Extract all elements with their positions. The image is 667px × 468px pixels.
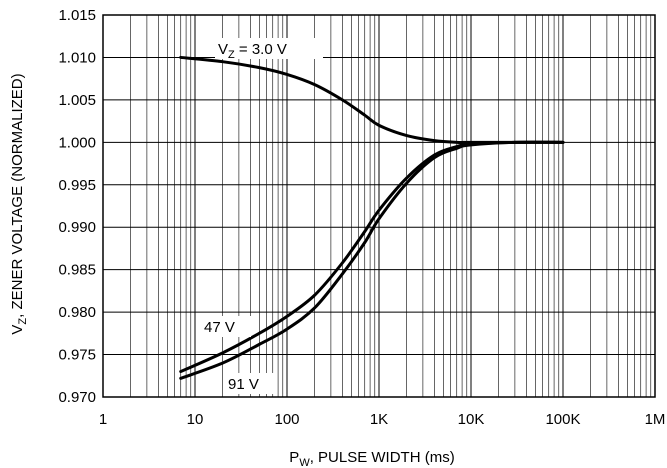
label-backdrop: [215, 38, 323, 59]
x-tick-label: 10: [187, 411, 204, 428]
x-tick-label: 1: [99, 411, 107, 428]
y-tick-label: 1.005: [58, 92, 96, 109]
plot-curves: [179, 55, 565, 380]
x-axis-title: PW, PULSE WIDTH (ms): [289, 449, 454, 468]
curve-47v: [179, 140, 565, 374]
label-vz-3v: VZ = 3.0 V: [218, 41, 287, 61]
y-tick-label: 1.000: [58, 134, 96, 151]
curve-vz-3v: [179, 55, 565, 144]
label-47v: 47 V: [204, 319, 235, 336]
y-tick-label: 0.980: [58, 304, 96, 321]
y-tick-label: 1.010: [58, 49, 96, 66]
y-tick-label: 0.975: [58, 347, 96, 364]
curve-labels: VZ = 3.0 V 47 V 91 V: [201, 38, 323, 394]
x-tick-label: 100K: [545, 411, 580, 428]
x-tick-label: 100: [274, 411, 299, 428]
label-backdrop: [201, 316, 251, 337]
plot-grid: [102, 14, 656, 398]
y-tick-label: 0.970: [58, 389, 96, 406]
plot-frame: [102, 14, 656, 398]
x-tick-label: 1K: [370, 411, 388, 428]
label-91v: 91 V: [228, 376, 259, 393]
y-axis-ticks: 0.970 0.975 0.980 0.985 0.990 0.995 1.000 1.005…: [58, 7, 96, 406]
x-axis-ticks: 1 10 100 1K 10K 100K 1M: [99, 411, 666, 428]
y-tick-label: 0.990: [58, 219, 96, 236]
curve-91v: [179, 140, 565, 380]
x-tick-label: 10K: [458, 411, 485, 428]
y-tick-label: 1.015: [58, 7, 96, 24]
label-backdrop: [225, 373, 275, 394]
y-tick-label: 0.985: [58, 262, 96, 279]
y-tick-label: 0.995: [58, 177, 96, 194]
y-axis-title: VZ, ZENER VOLTAGE (NORMALIZED): [9, 73, 29, 334]
x-tick-label: 1M: [645, 411, 666, 428]
